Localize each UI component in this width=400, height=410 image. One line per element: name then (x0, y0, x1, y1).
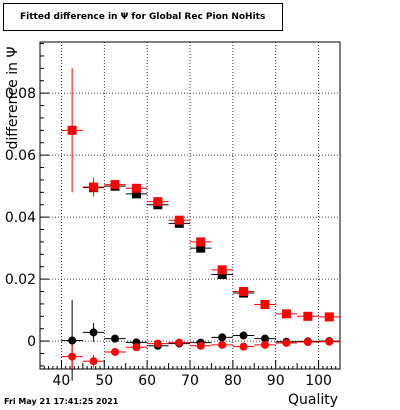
y-tick-label: 0 (27, 334, 36, 350)
data-point-square (217, 269, 227, 279)
data-point-circle (325, 337, 334, 346)
chart-title: Fitted difference in Ψ for Global Rec Pi… (3, 3, 283, 31)
data-point-circle (261, 334, 269, 343)
data-point-square (131, 183, 141, 193)
data-point-circle (111, 334, 119, 343)
data-point-square (174, 215, 184, 225)
data-point-circle (303, 338, 312, 347)
y-tick-label: 0.08 (5, 86, 36, 102)
x-tick-label: 70 (181, 373, 199, 389)
y-tick-label: 0.02 (5, 272, 36, 288)
data-point-circle (261, 340, 269, 349)
data-point-circle (111, 347, 119, 356)
data-point-square (153, 197, 163, 207)
series-2 (61, 68, 340, 322)
data-point-square (196, 243, 206, 253)
data-point-square (131, 189, 141, 199)
timestamp: Fri May 21 17:41:25 2021 (4, 397, 119, 406)
data-point-square (303, 311, 313, 321)
x-tick-label: 40 (53, 373, 71, 389)
y-tick-label: 0.06 (5, 148, 36, 164)
data-point-square (324, 312, 334, 322)
data-point-circle (282, 338, 291, 347)
data-point-circle (89, 328, 98, 337)
data-point-square (110, 180, 120, 190)
x-tick-label: 80 (224, 373, 242, 389)
data-point-circle (196, 341, 205, 350)
y-axis-label: difference in Ψ (5, 46, 21, 150)
x-tick-label: 60 (138, 373, 156, 389)
tick-labels: 40 50 60 70 80 90 100 0 0.02 0.04 0.06 0.08 (5, 86, 332, 389)
data-point-circle (175, 338, 184, 347)
data-point-circle (68, 352, 77, 361)
data-point-square (89, 182, 99, 192)
x-tick-label: 90 (267, 373, 285, 389)
x-tick-label: 100 (305, 373, 332, 389)
data-point-circle (218, 340, 227, 349)
y-tick-label: 0.04 (5, 210, 36, 226)
axis-ticks (39, 43, 341, 369)
data-point-square (67, 125, 77, 135)
data-point-circle (218, 333, 227, 342)
data-point-circle (68, 336, 77, 345)
data-marks (61, 68, 340, 381)
x-tick-label: 50 (95, 373, 113, 389)
data-point-square (239, 287, 249, 297)
data-point-circle (239, 331, 248, 340)
data-point-square (217, 265, 227, 275)
data-point-circle (153, 339, 162, 348)
grid-lines (40, 42, 340, 369)
series-4 (61, 337, 340, 369)
data-point-square (196, 237, 206, 247)
data-point-circle (132, 343, 141, 352)
data-point-square (260, 300, 270, 310)
data-point-circle (239, 342, 248, 351)
data-point-square (281, 309, 291, 319)
data-point-circle (89, 357, 98, 366)
x-axis-label: Quality (287, 392, 338, 408)
